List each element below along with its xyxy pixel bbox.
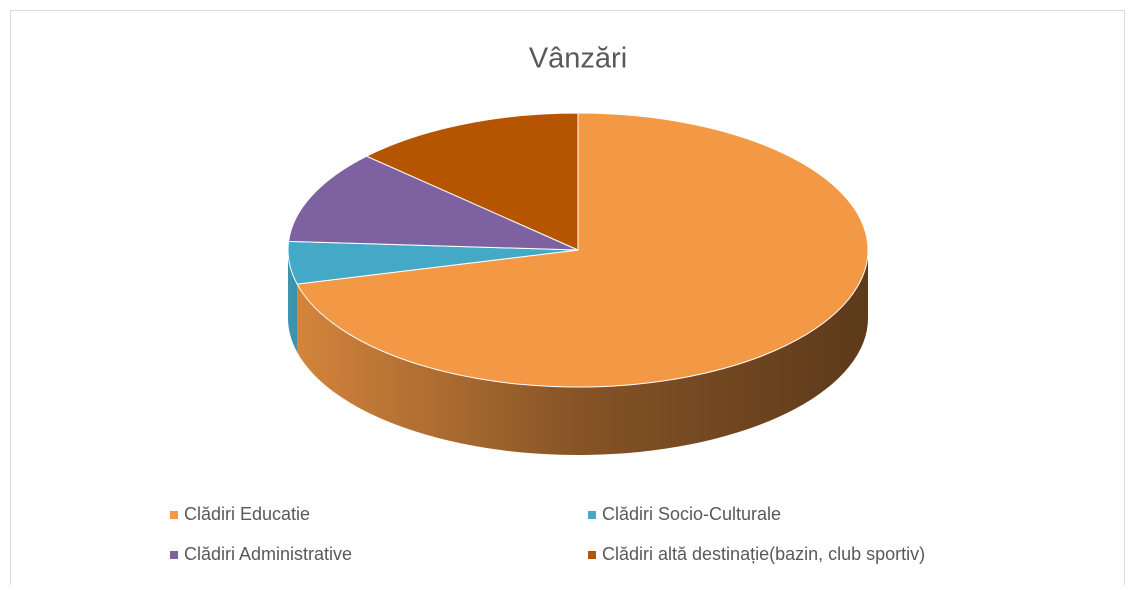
legend-label: Clădiri Administrative [184,544,352,564]
legend-swatch [170,551,178,559]
legend-swatch [170,511,178,519]
slice-side-shade [288,250,298,353]
legend-swatch [588,511,596,519]
chart-title: Vânzări [529,43,627,75]
slice [296,112,869,388]
legend-swatch [588,551,596,559]
slice [288,155,579,251]
slice [365,112,579,251]
legend-label: Clădiri Educatie [184,504,310,524]
slice-side-shade [297,250,869,456]
legend-label: Clădiri Socio-Culturale [602,504,781,524]
legend-label: Clădiri altă destinație(bazin, club spor… [602,544,925,564]
